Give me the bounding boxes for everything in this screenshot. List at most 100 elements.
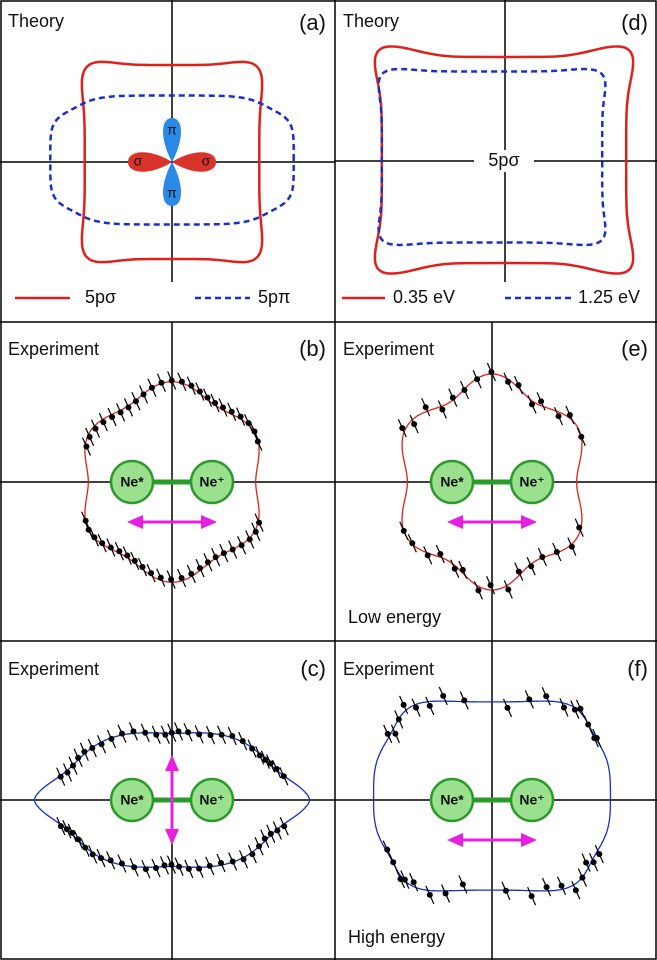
atom-label: Ne⁺ bbox=[199, 474, 224, 490]
atom bbox=[509, 459, 555, 505]
data-point bbox=[505, 378, 512, 385]
data-point bbox=[207, 732, 214, 739]
data-point bbox=[256, 752, 263, 759]
data-point bbox=[107, 857, 114, 864]
data-point bbox=[178, 575, 185, 582]
data-point bbox=[85, 526, 92, 533]
data-point bbox=[596, 851, 603, 858]
data-point bbox=[424, 552, 431, 559]
data-point bbox=[196, 865, 203, 872]
data-point bbox=[142, 729, 149, 736]
data-point bbox=[220, 550, 227, 557]
legend-label: 0.35 eV bbox=[393, 287, 455, 307]
data-point bbox=[515, 382, 522, 389]
panel-label: (f) bbox=[627, 656, 648, 681]
data-point bbox=[237, 413, 244, 420]
data-point bbox=[267, 760, 274, 767]
data-point bbox=[212, 400, 219, 407]
data-point bbox=[566, 411, 573, 418]
data-point bbox=[400, 701, 407, 708]
data-point bbox=[261, 835, 268, 842]
data-point bbox=[439, 406, 446, 413]
data-point bbox=[168, 576, 175, 583]
data-point bbox=[254, 438, 261, 445]
curve bbox=[377, 67, 607, 247]
data-point bbox=[400, 527, 407, 534]
orbital-label: σ bbox=[134, 153, 143, 169]
atom bbox=[109, 459, 155, 505]
data-point bbox=[168, 377, 175, 384]
data-point bbox=[249, 745, 256, 752]
note: High energy bbox=[348, 927, 445, 947]
data-point bbox=[152, 864, 159, 871]
panel-label: (c) bbox=[300, 656, 326, 681]
data-point bbox=[139, 564, 146, 571]
data-point bbox=[175, 728, 182, 735]
data-point bbox=[505, 586, 512, 593]
data-point bbox=[142, 866, 149, 873]
atom-label: Ne⁺ bbox=[519, 792, 544, 808]
atom bbox=[189, 459, 235, 505]
data-point bbox=[212, 554, 219, 561]
panel-title: Theory bbox=[343, 11, 399, 31]
data-point bbox=[459, 566, 466, 573]
label-bg bbox=[474, 150, 534, 172]
data-point bbox=[442, 890, 449, 897]
data-point bbox=[281, 823, 288, 830]
data-point bbox=[262, 756, 269, 763]
data-point bbox=[83, 443, 90, 450]
data-point bbox=[69, 829, 76, 836]
data-point bbox=[132, 398, 139, 405]
data-point bbox=[280, 773, 287, 780]
data-point bbox=[63, 826, 70, 833]
panel-title: Experiment bbox=[8, 339, 99, 359]
data-point bbox=[411, 421, 418, 428]
data-point bbox=[401, 876, 408, 883]
legend-label: 5pσ bbox=[85, 287, 116, 307]
data-point bbox=[99, 540, 106, 547]
data-point bbox=[539, 554, 546, 561]
data-point bbox=[157, 574, 164, 581]
data-point bbox=[515, 568, 522, 575]
data-point bbox=[98, 741, 105, 748]
data-point bbox=[140, 391, 147, 398]
data-point bbox=[504, 704, 511, 711]
data-point bbox=[249, 851, 256, 858]
atom bbox=[509, 777, 555, 823]
data-point bbox=[176, 863, 183, 870]
atom-label: Ne* bbox=[120, 474, 144, 490]
data-point bbox=[82, 844, 89, 851]
data-point bbox=[197, 565, 204, 572]
atom-label: Ne⁺ bbox=[199, 792, 224, 808]
atom-label: Ne* bbox=[440, 474, 464, 490]
data-point bbox=[390, 859, 397, 866]
data-point bbox=[196, 731, 203, 738]
panel-title: Experiment bbox=[343, 659, 434, 679]
data-point bbox=[579, 874, 586, 881]
data-point bbox=[528, 893, 535, 900]
data-point bbox=[64, 769, 71, 776]
data-point bbox=[543, 884, 550, 891]
data-point bbox=[571, 706, 578, 713]
data-point bbox=[451, 565, 458, 572]
orbital-lobe bbox=[172, 152, 216, 172]
data-point bbox=[162, 731, 169, 738]
data-point bbox=[204, 394, 211, 401]
data-point bbox=[229, 858, 236, 865]
data-point bbox=[98, 855, 105, 862]
data-point bbox=[413, 704, 420, 711]
data-point bbox=[543, 693, 550, 700]
data-point bbox=[397, 876, 404, 883]
data-point bbox=[399, 425, 406, 432]
curve bbox=[49, 94, 295, 226]
center-label: 5pσ bbox=[488, 150, 519, 170]
data-point bbox=[229, 733, 236, 740]
data-point bbox=[426, 891, 433, 898]
data-point bbox=[116, 548, 123, 555]
data-point bbox=[185, 729, 192, 736]
data-point bbox=[461, 697, 468, 704]
data-point bbox=[245, 420, 252, 427]
atom-label: Ne* bbox=[440, 792, 464, 808]
curve bbox=[372, 700, 612, 892]
